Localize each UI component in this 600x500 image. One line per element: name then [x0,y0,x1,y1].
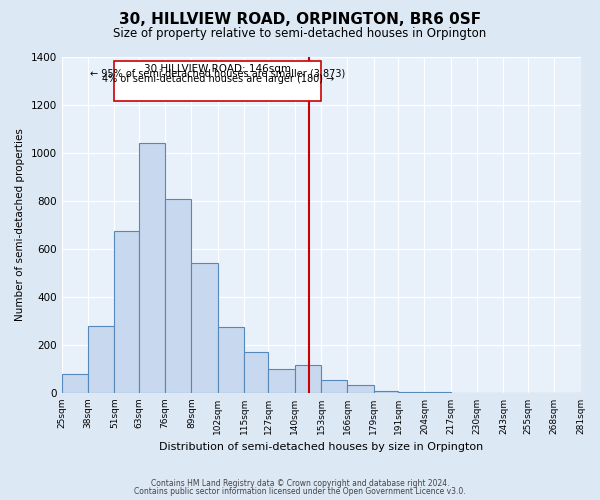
Bar [115,230,139,393]
Bar [191,263,218,393]
Bar [165,200,191,393]
Bar [88,326,115,393]
Text: 30, HILLVIEW ROAD, ORPINGTON, BR6 0SF: 30, HILLVIEW ROAD, ORPINGTON, BR6 0SF [119,12,481,28]
Text: ← 95% of semi-detached houses are smaller (3,873): ← 95% of semi-detached houses are smalle… [90,69,346,79]
Bar [347,384,374,393]
Bar [321,380,347,393]
Bar [268,369,295,393]
Text: 4% of semi-detached houses are larger (180) →: 4% of semi-detached houses are larger (1… [101,74,334,84]
Bar [244,352,268,393]
Bar [398,392,424,393]
Bar [218,327,244,393]
Text: Size of property relative to semi-detached houses in Orpington: Size of property relative to semi-detach… [113,28,487,40]
Bar [295,366,321,393]
Bar [374,390,398,393]
Text: Contains HM Land Registry data © Crown copyright and database right 2024.: Contains HM Land Registry data © Crown c… [151,478,449,488]
Text: 30 HILLVIEW ROAD: 146sqm: 30 HILLVIEW ROAD: 146sqm [144,64,291,74]
X-axis label: Distribution of semi-detached houses by size in Orpington: Distribution of semi-detached houses by … [159,442,483,452]
Text: Contains public sector information licensed under the Open Government Licence v3: Contains public sector information licen… [134,487,466,496]
Bar [62,374,88,393]
Bar [139,143,165,393]
Y-axis label: Number of semi-detached properties: Number of semi-detached properties [15,128,25,321]
Bar [115,62,321,101]
